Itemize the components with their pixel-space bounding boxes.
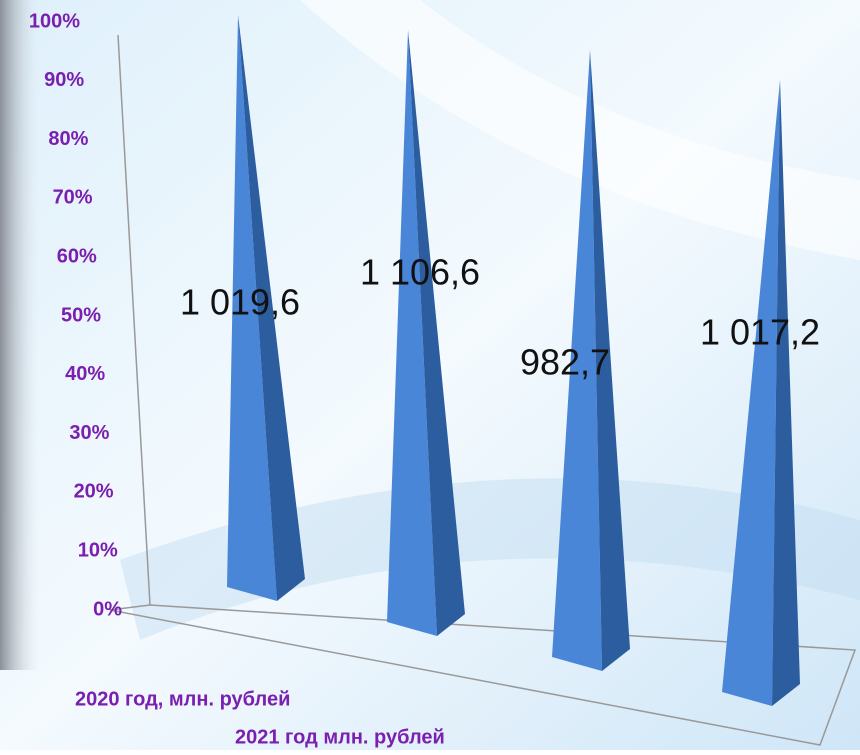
value-label: 1 106,6: [360, 252, 480, 293]
chart: 0% 10% 20% 30% 40% 50% 60% 70% 80% 90% 100% 1 019,6…: [0, 0, 860, 750]
y-tick-label: 0%: [93, 598, 122, 620]
y-tick-label: 100%: [29, 10, 80, 32]
value-label: 1 017,2: [700, 312, 820, 353]
value-label: 982,7: [520, 342, 610, 383]
y-tick-label: 50%: [61, 304, 101, 326]
y-tick-label: 70%: [53, 187, 93, 209]
y-tick-label: 20%: [74, 481, 114, 503]
y-tick-label: 60%: [57, 245, 97, 267]
category-label: 2021 год млн. рублей: [235, 726, 445, 748]
y-tick-label: 10%: [78, 539, 118, 561]
value-label: 1 019,6: [180, 282, 300, 323]
y-tick-label: 80%: [48, 128, 88, 150]
y-tick-label: 30%: [69, 422, 109, 444]
photo-strip: [0, 0, 40, 670]
y-tick-label: 40%: [65, 363, 105, 385]
category-label: 2020 год, млн. рублей: [75, 688, 290, 710]
y-tick-label: 90%: [44, 69, 84, 91]
